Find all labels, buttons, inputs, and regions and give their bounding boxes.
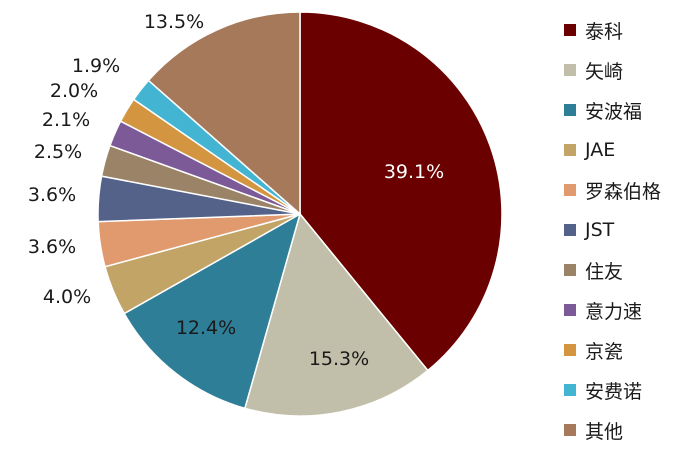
data-label-4: 4.0% bbox=[43, 286, 91, 308]
legend-swatch bbox=[564, 144, 576, 156]
legend-label: 矢崎 bbox=[585, 60, 624, 83]
data-label-1: 39.1% bbox=[384, 161, 444, 183]
pie-slices bbox=[97, 11, 503, 417]
legend-item-11: 其他 bbox=[564, 410, 698, 450]
legend-swatch bbox=[564, 184, 576, 196]
legend-label: 京瓷 bbox=[585, 340, 624, 363]
legend-swatch bbox=[564, 304, 576, 316]
legend-label: 安波福 bbox=[585, 100, 643, 123]
legend-item-2: 矢崎 bbox=[564, 50, 698, 90]
legend-swatch bbox=[564, 24, 576, 36]
data-label-9: 2.0% bbox=[50, 80, 98, 102]
legend-swatch bbox=[564, 104, 576, 116]
legend-item-9: 京瓷 bbox=[564, 330, 698, 370]
data-label-3: 12.4% bbox=[176, 317, 236, 339]
pie-slice-2 bbox=[243, 212, 429, 417]
legend-item-10: 安费诺 bbox=[564, 370, 698, 410]
legend-swatch bbox=[564, 424, 576, 436]
legend-label: 住友 bbox=[585, 260, 624, 283]
legend-label: 泰科 bbox=[585, 20, 624, 43]
legend-item-6: JST bbox=[564, 210, 698, 250]
legend-item-4: JAE bbox=[564, 130, 698, 170]
data-label-10: 1.9% bbox=[72, 55, 120, 77]
legend-item-3: 安波福 bbox=[564, 90, 698, 130]
pie-slice-3 bbox=[123, 212, 302, 410]
legend-label: JAE bbox=[585, 139, 616, 161]
pie-slice-11 bbox=[147, 11, 301, 216]
data-label-6: 3.6% bbox=[28, 184, 76, 206]
pie-slice-1 bbox=[299, 11, 503, 372]
data-label-2: 15.3% bbox=[309, 348, 369, 370]
pie-chart: 39.1% 15.3% 12.4% 4.0% 3.6% 3.6% 2.5% 2.1% 2.0% 1… bbox=[28, 11, 503, 417]
data-label-8: 2.1% bbox=[42, 109, 90, 131]
legend-swatch bbox=[564, 64, 576, 76]
legend-label: JST bbox=[585, 219, 615, 241]
legend-label: 罗森伯格 bbox=[585, 180, 662, 203]
legend-swatch bbox=[564, 224, 576, 236]
data-label-5: 3.6% bbox=[28, 236, 76, 258]
data-label-7: 2.5% bbox=[34, 141, 82, 163]
legend-label: 意力速 bbox=[585, 300, 643, 323]
pie-labels: 39.1% 15.3% 12.4% 4.0% 3.6% 3.6% 2.5% 2.1% 2.0% 1… bbox=[28, 11, 444, 370]
legend-item-8: 意力速 bbox=[564, 290, 698, 330]
legend-label: 其他 bbox=[585, 420, 624, 443]
data-label-11: 13.5% bbox=[144, 11, 204, 33]
legend-item-5: 罗森伯格 bbox=[564, 170, 698, 210]
legend-swatch bbox=[564, 384, 576, 396]
legend-item-1: 泰科 bbox=[564, 10, 698, 50]
legend-swatch bbox=[564, 264, 576, 276]
legend-label: 安费诺 bbox=[585, 380, 643, 403]
chart-legend: 泰科矢崎安波福 JAE 罗森伯格 JST 住友意力速京瓷安费诺其他 bbox=[564, 10, 698, 450]
legend-item-7: 住友 bbox=[564, 250, 698, 290]
legend-swatch bbox=[564, 344, 576, 356]
